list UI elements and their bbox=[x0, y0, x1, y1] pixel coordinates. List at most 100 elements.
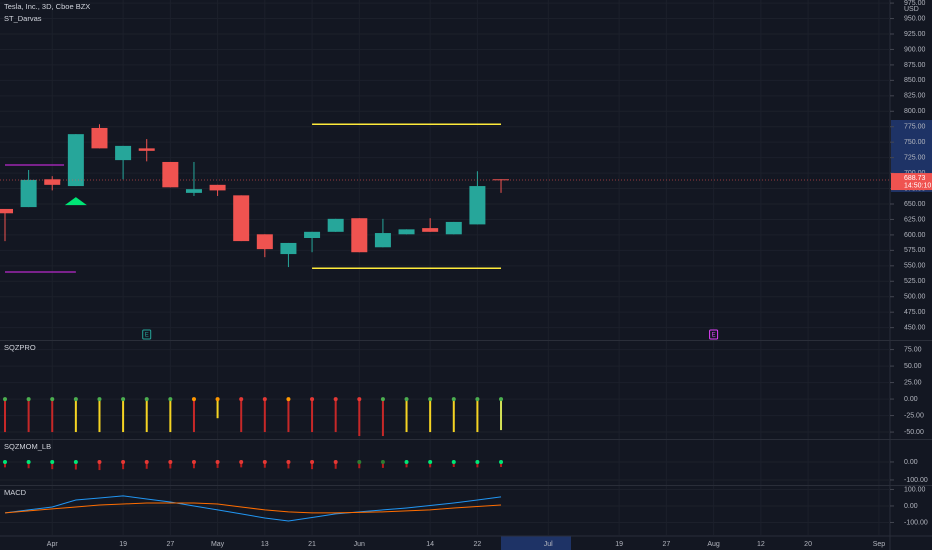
x-tick-label: 21 bbox=[308, 541, 316, 548]
histogram-bar bbox=[216, 461, 219, 468]
y-tick-label: 75.00 bbox=[904, 346, 922, 353]
x-tick-label: Apr bbox=[47, 541, 59, 548]
y-tick-label: 475.00 bbox=[904, 309, 926, 316]
squeeze-dot bbox=[239, 397, 244, 402]
squeeze-dot bbox=[310, 397, 315, 402]
histogram-bar bbox=[381, 399, 384, 437]
y-tick-label: 25.00 bbox=[904, 379, 922, 386]
y-tick-label: 925.00 bbox=[904, 31, 926, 38]
squeeze-dot bbox=[333, 397, 338, 402]
y-tick-label: 800.00 bbox=[904, 108, 926, 115]
squeeze-dot bbox=[3, 459, 7, 464]
candle-body bbox=[469, 186, 486, 225]
y-tick-label: 900.00 bbox=[904, 46, 926, 53]
x-tick-label: 19 bbox=[615, 541, 623, 548]
histogram-bar bbox=[240, 461, 243, 468]
histogram-bar bbox=[381, 461, 384, 468]
squeeze-dot bbox=[3, 397, 7, 402]
histogram-bar bbox=[51, 399, 54, 433]
y-tick-label: 725.00 bbox=[904, 154, 926, 161]
squeeze-dot bbox=[97, 397, 102, 402]
y-tick-label: 950.00 bbox=[904, 15, 926, 22]
squeeze-dot bbox=[428, 459, 433, 464]
histogram-bar bbox=[405, 461, 408, 468]
squeeze-dot bbox=[168, 459, 173, 464]
event-label: E bbox=[712, 333, 716, 339]
squeeze-dot bbox=[73, 459, 78, 464]
candle-body bbox=[351, 218, 368, 253]
y-tick-label: 600.00 bbox=[904, 232, 926, 239]
histogram-bar bbox=[429, 399, 432, 433]
candle-body bbox=[0, 208, 13, 214]
histogram-bar bbox=[429, 461, 432, 468]
x-tick-label: 14 bbox=[426, 541, 434, 548]
candle-body bbox=[162, 161, 179, 188]
candle-body bbox=[374, 233, 391, 248]
histogram-bar bbox=[98, 461, 101, 471]
histogram-bar bbox=[476, 461, 479, 468]
histogram-bar bbox=[500, 399, 503, 431]
time-axis-highlight bbox=[501, 536, 571, 550]
squeeze-dot bbox=[310, 459, 315, 464]
indicator-name: ST_Darvas bbox=[4, 14, 42, 23]
histogram-bar bbox=[358, 461, 361, 469]
histogram-bar bbox=[287, 461, 290, 469]
squeeze-dot bbox=[357, 397, 362, 402]
histogram-bar bbox=[216, 399, 219, 419]
candle-body bbox=[398, 229, 415, 235]
x-tick-label: May bbox=[211, 541, 225, 548]
candle-body bbox=[280, 242, 297, 255]
y-tick-label: 750.00 bbox=[904, 139, 926, 146]
histogram-bar bbox=[4, 399, 6, 433]
candle-body bbox=[209, 184, 226, 191]
indicator-line bbox=[4, 502, 502, 514]
x-tick-label: Jul bbox=[544, 541, 553, 548]
pane-title: MACD bbox=[4, 488, 27, 497]
squeeze-dot bbox=[191, 459, 196, 464]
histogram-bar bbox=[74, 461, 77, 470]
squeeze-dot bbox=[50, 397, 55, 402]
x-tick-label: Sep bbox=[873, 541, 886, 548]
histogram-bar bbox=[240, 399, 243, 433]
squeeze-dot bbox=[380, 397, 385, 402]
squeeze-dot bbox=[215, 459, 220, 464]
histogram-bar bbox=[358, 399, 361, 437]
histogram-bar bbox=[122, 461, 125, 470]
histogram-bar bbox=[311, 399, 314, 433]
squeeze-dot bbox=[97, 459, 102, 464]
y-tick-label: 850.00 bbox=[904, 77, 926, 84]
histogram-bar bbox=[476, 399, 479, 433]
y-tick-label: -100.00 bbox=[904, 477, 928, 484]
histogram-bar bbox=[500, 461, 503, 467]
y-tick-label: 875.00 bbox=[904, 62, 926, 69]
histogram-bar bbox=[452, 461, 455, 467]
x-tick-label: 27 bbox=[662, 541, 670, 548]
squeeze-dot bbox=[26, 397, 31, 402]
candle-body bbox=[91, 127, 108, 149]
squeeze-dot bbox=[404, 459, 409, 464]
histogram-bar bbox=[192, 461, 195, 469]
candle-body bbox=[185, 189, 202, 193]
pane-title: Tesla, Inc., 3D, Cboe BZX bbox=[4, 2, 90, 11]
y-tick-label: -100.00 bbox=[904, 519, 928, 526]
histogram-bar bbox=[122, 399, 125, 433]
y-tick-label: -50.00 bbox=[904, 429, 924, 436]
x-tick-label: 22 bbox=[474, 541, 482, 548]
y-tick-label: 525.00 bbox=[904, 278, 926, 285]
histogram-bar bbox=[405, 399, 408, 433]
y-tick-label: 0.00 bbox=[904, 459, 918, 466]
x-tick-label: 20 bbox=[804, 541, 812, 548]
y-tick-label: -25.00 bbox=[904, 412, 924, 419]
candle-body bbox=[445, 221, 462, 235]
histogram-bar bbox=[263, 399, 266, 433]
histogram-bar bbox=[452, 399, 455, 433]
squeeze-dot bbox=[404, 397, 409, 402]
indicator-line bbox=[4, 495, 502, 522]
y-tick-label: 825.00 bbox=[904, 93, 926, 100]
candle-body bbox=[20, 179, 37, 208]
squeeze-dot bbox=[380, 459, 385, 464]
histogram-bar bbox=[169, 399, 172, 433]
